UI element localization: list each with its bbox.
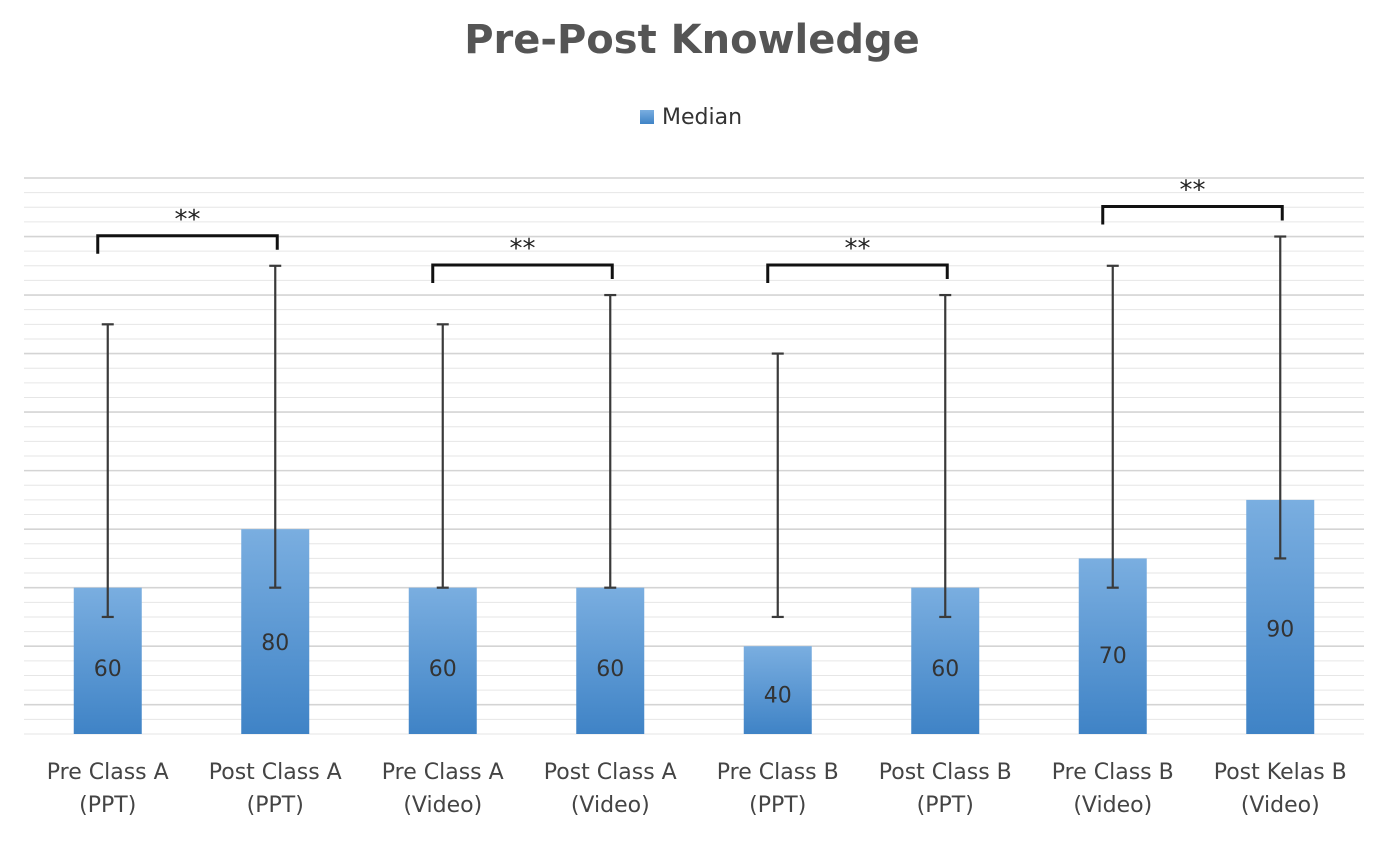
significance-marker: **: [175, 205, 201, 235]
chart-title: Pre-Post Knowledge: [464, 17, 920, 63]
x-tick-label: (PPT): [79, 793, 136, 818]
legend-label-median: Median: [662, 105, 742, 130]
data-label: 70: [1099, 644, 1127, 669]
x-tick-label: Pre Class A: [47, 760, 169, 785]
significance-marker: **: [845, 234, 871, 264]
x-tick-label: Pre Class A: [382, 760, 504, 785]
data-label: 60: [429, 657, 457, 682]
x-tick-label: Pre Class B: [717, 760, 839, 785]
x-tick-label: (Video): [1241, 793, 1320, 818]
x-tick-label: Post Kelas B: [1214, 760, 1347, 785]
legend: Median: [640, 105, 742, 130]
x-axis-labels: Pre Class A (PPT) Post Class A (PPT) Pre Cla…: [47, 760, 1347, 818]
x-tick-label: (Video): [403, 793, 482, 818]
x-tick-label: Post Class B: [879, 760, 1012, 785]
data-label: 90: [1266, 618, 1294, 643]
x-tick-label: (PPT): [247, 793, 304, 818]
legend-swatch-median: [640, 110, 654, 124]
x-tick-label: (Video): [571, 793, 650, 818]
significance-marker: **: [510, 234, 536, 264]
x-tick-label: (PPT): [917, 793, 974, 818]
significance-marker: **: [1180, 176, 1206, 206]
x-tick-label: (Video): [1073, 793, 1152, 818]
x-tick-label: Pre Class B: [1052, 760, 1174, 785]
data-label: 60: [596, 657, 624, 682]
data-label: 60: [931, 657, 959, 682]
grid-lines: [24, 178, 1364, 734]
data-label: 60: [94, 657, 122, 682]
data-label: 80: [261, 631, 289, 656]
x-tick-label: Post Class A: [544, 760, 677, 785]
x-tick-label: (PPT): [749, 793, 806, 818]
data-label: 40: [764, 683, 792, 708]
x-tick-label: Post Class A: [209, 760, 342, 785]
